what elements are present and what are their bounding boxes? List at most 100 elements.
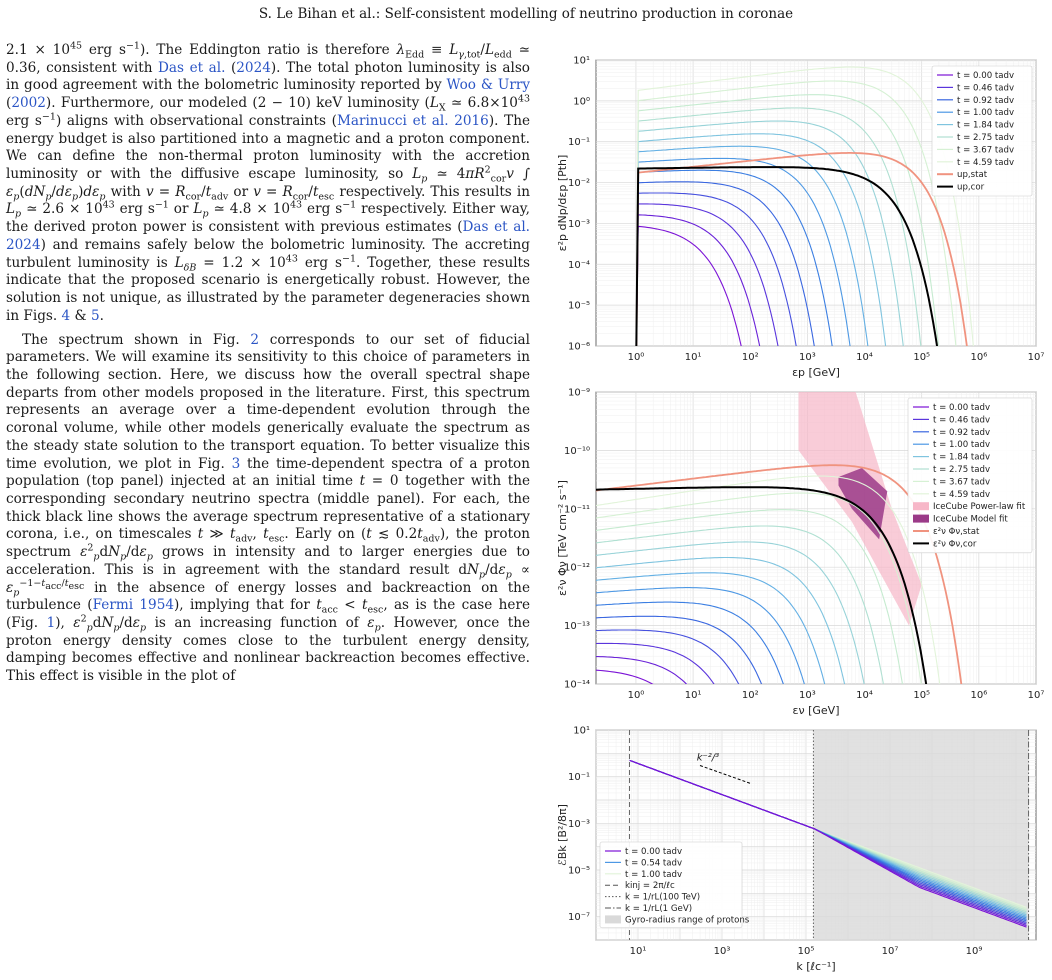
legend-entry: IceCube Power-law fit (933, 502, 1026, 512)
legend-box (599, 841, 743, 929)
legend-swatch (605, 915, 621, 924)
y-tick-label: 10⁻¹² (564, 563, 590, 574)
y-tick-label: 10⁻⁴ (568, 260, 590, 271)
y-tick-label: 10¹ (573, 56, 590, 67)
grid (596, 391, 1037, 685)
legend-entry: t = 3.67 tadv (957, 145, 1014, 155)
legend-entry: Gyro-radius range of protons (625, 915, 750, 925)
x-tick-label: 10² (742, 352, 759, 363)
x-tick-label: 10⁷ (882, 946, 899, 957)
paragraph-1: 2.1 × 1045 erg s−1). The Eddington ratio… (6, 40, 531, 324)
legend-entry: t = 0.00 tadv (933, 403, 990, 413)
legend-entry: kinj = 2π/ℓc (625, 881, 675, 891)
x-tick-label: 10⁶ (970, 352, 987, 363)
x-tick-label: 10⁰ (628, 352, 645, 363)
x-axis-label: k [ℓc⁻¹] (796, 960, 835, 973)
legend: t = 0.00 tadv t = 0.46 tadv t = 0.92 tadv t… (931, 65, 1033, 197)
curves (635, 66, 974, 346)
time-curve (635, 133, 887, 346)
running-header: S. Le Bihan et al.: Self-consistent mode… (258, 6, 794, 22)
time-curve (596, 509, 903, 684)
legend: t = 0.00 tadv t = 0.46 tadv t = 0.92 tadv t… (907, 397, 1033, 554)
time-curve (635, 94, 939, 346)
x-tick-label: 10⁰ (628, 690, 645, 701)
y-tick-label: 10⁻⁶ (568, 342, 590, 353)
legend-entry: t = 4.59 tadv (957, 158, 1014, 168)
time-curve (635, 214, 761, 346)
legend-entry: up,stat (957, 170, 988, 180)
y-tick-label: 10⁻¹⁰ (564, 446, 590, 457)
curve-up-stat (635, 152, 968, 346)
time-curve (596, 492, 922, 684)
time-curve (635, 120, 904, 346)
legend-entry: t = 1.00 tadv (957, 108, 1014, 118)
legend-box (931, 65, 1033, 197)
legend-entry: t = 2.75 tadv (933, 465, 990, 475)
legend-swatch (913, 514, 929, 523)
panel-proton-spectrum: 10⁰ 10¹ 10² 10³ 10⁴ 10⁵ 10⁶ 10⁷ 10⁻⁶ 10⁻⁵ 10⁻⁴ 10⁻³… (556, 56, 1045, 380)
slope-annotation: k⁻²/³ (697, 752, 719, 763)
legend-entry: t = 0.46 tadv (957, 83, 1014, 93)
time-curve (596, 601, 784, 684)
legend-entry: k = 1/rL(1 GeV) (625, 904, 692, 914)
time-curve (596, 656, 688, 684)
y-tick-label: 10⁰ (573, 96, 590, 107)
time-curve (635, 157, 851, 346)
x-tick-label: 10⁹ (966, 946, 983, 957)
y-tick-label: 10¹ (573, 726, 590, 737)
time-curve (596, 615, 763, 684)
text-column: 2.1 × 1045 erg s−1). The Eddington ratio… (6, 40, 531, 686)
legend-box (907, 397, 1033, 554)
legend-entry: t = 2.75 tadv (957, 133, 1014, 143)
figure-3: 10⁰ 10¹ 10² 10³ 10⁴ 10⁵ 10⁶ 10⁷ 10⁻⁶ 10⁻⁵ 10⁻⁴ 10⁻³… (556, 56, 1045, 974)
legend-entry: t = 0.92 tadv (957, 96, 1014, 106)
legend-entry: t = 1.84 tadv (957, 121, 1014, 131)
legend-entry: t = 1.00 tadv (625, 870, 682, 880)
y-axis-label: ℰBk [B²/8π] (556, 804, 569, 866)
x-tick-label: 10⁷ (1028, 352, 1045, 363)
x-tick-label: 10⁶ (970, 690, 987, 701)
legend-entry: ε²ν Φν,cor (933, 539, 977, 549)
legend-entry: t = 0.00 tadv (625, 847, 682, 857)
y-axis-label: ε²ν Φν [TeV cm⁻² s⁻¹] (556, 480, 569, 596)
curves (629, 730, 1030, 940)
x-tick-label: 10⁴ (856, 690, 873, 701)
y-tick-label: 10⁻¹⁴ (564, 680, 590, 691)
legend-entry: t = 1.84 tadv (933, 453, 990, 463)
time-curve (596, 475, 941, 684)
legend-entry: ε²ν Φν,stat (933, 527, 980, 537)
time-curve (635, 80, 957, 346)
legend-entry: up,cor (957, 183, 985, 193)
y-axis-label: ε²p dNp/dεp [Pth] (556, 155, 569, 252)
time-curve (635, 169, 833, 346)
y-tick-label: 10⁻³ (568, 819, 590, 830)
curve-phi-cor (596, 486, 928, 684)
x-axis-label: εν [GeV] (793, 704, 840, 717)
time-curve (596, 642, 715, 684)
x-tick-label: 10⁵ (913, 690, 930, 701)
y-tick-label: 10⁻⁵ (568, 866, 590, 877)
legend-entry: k = 1/rL(100 TeV) (625, 893, 700, 903)
legend-entry: IceCube Model fit (933, 515, 1008, 525)
time-curve (635, 203, 779, 346)
x-tick-label: 10¹ (630, 946, 647, 957)
x-axis-label: εp [GeV] (792, 366, 840, 379)
panel-neutrino-spectrum: 10⁰ 10¹ 10² 10³ 10⁴ 10⁵ 10⁶ 10⁷ 10⁻¹⁴ 10⁻¹³ 10⁻¹² 1… (556, 388, 1044, 718)
time-curve (596, 525, 884, 684)
time-curve (596, 572, 826, 684)
time-curve (596, 541, 865, 684)
y-tick-label: 10⁻⁹ (568, 388, 590, 399)
slope-guide (699, 765, 752, 785)
x-tick-label: 10⁵ (798, 946, 815, 957)
curves (596, 392, 963, 684)
x-tick-label: 10⁵ (913, 352, 930, 363)
y-tick-label: 10⁻¹ (568, 137, 590, 148)
legend-entry: t = 0.92 tadv (933, 428, 990, 438)
time-curve (596, 587, 805, 684)
legend-entry: t = 0.46 tadv (933, 415, 990, 425)
x-tick-label: 10³ (799, 352, 816, 363)
curve-up-cor (635, 166, 939, 346)
time-curve (635, 225, 742, 346)
panel-turbulence-spectrum: 10¹ 10³ 10⁵ 10⁷ 10⁹ 10⁻⁷ 10⁻⁵ 10⁻³ 10⁻¹ 10¹ k [ℓc⁻… (556, 726, 1037, 973)
time-curve (635, 145, 869, 346)
